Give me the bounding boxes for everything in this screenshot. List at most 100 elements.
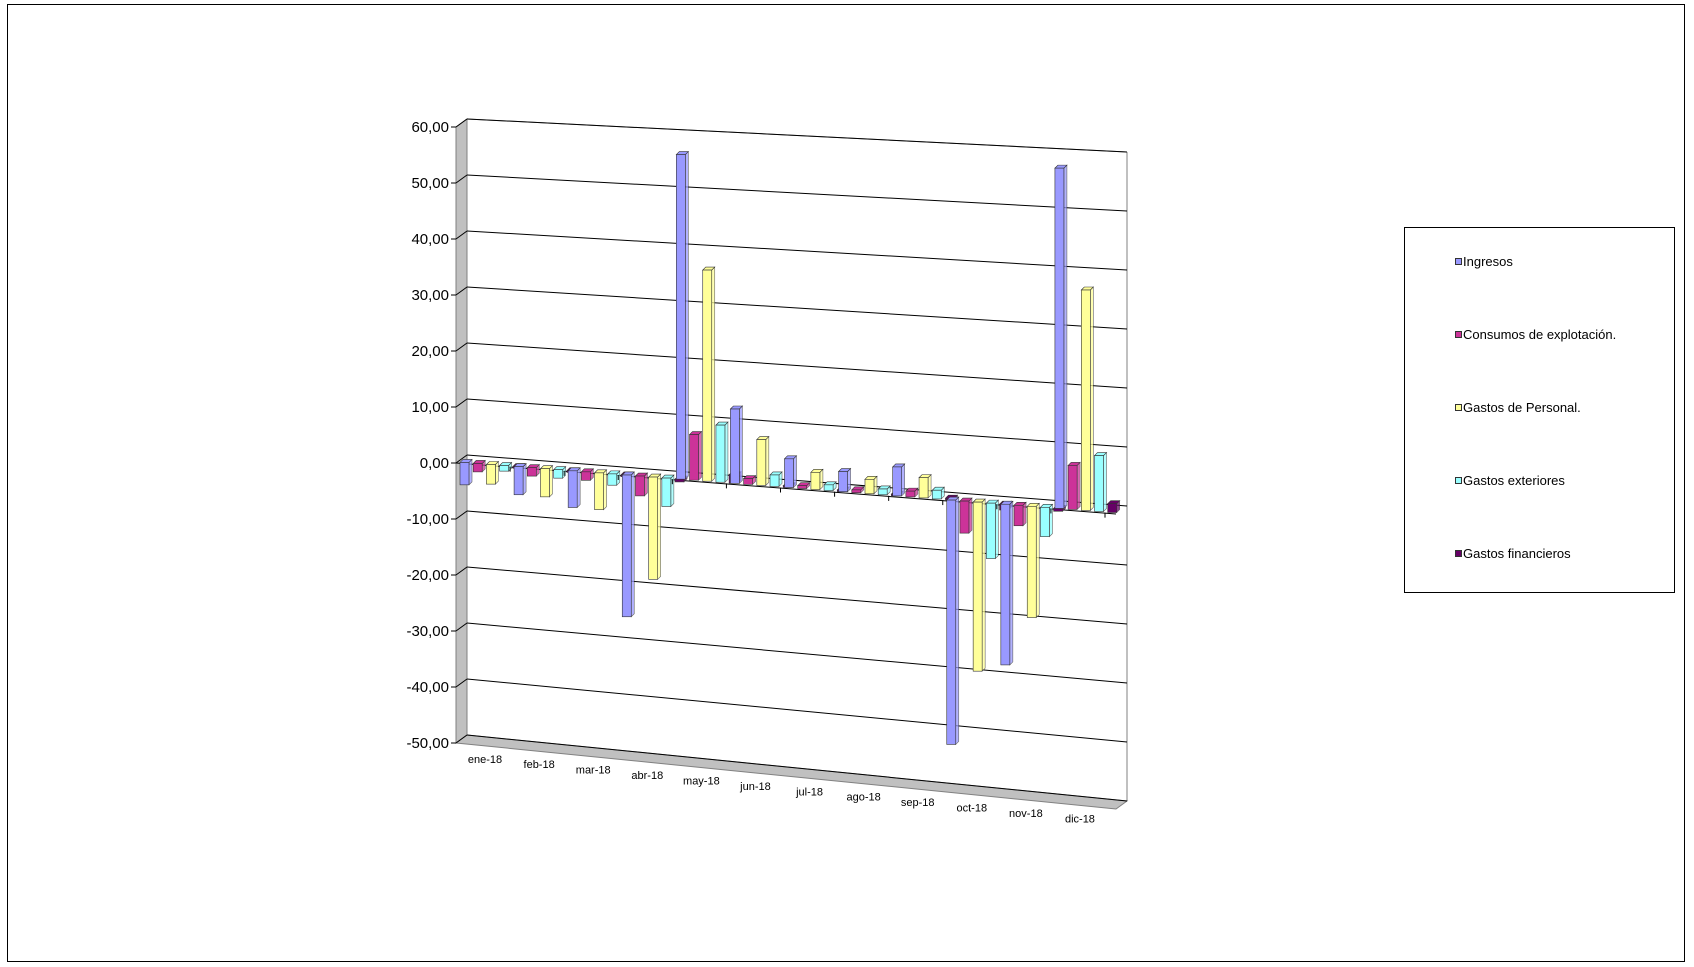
- bar-side: [522, 462, 527, 496]
- bar: [1094, 455, 1104, 512]
- chart-walls: [454, 118, 1129, 810]
- bar-side: [847, 467, 851, 493]
- gridline: [466, 398, 1128, 448]
- gridline: [466, 342, 1128, 389]
- chart-gridlines: [455, 118, 1128, 802]
- y-tick-label: 10,00: [411, 399, 449, 416]
- bar: [1067, 465, 1078, 510]
- y-tick-label: 0,00: [420, 455, 449, 472]
- legend-item: Consumos de explotación.: [1455, 326, 1616, 342]
- bar-side: [1009, 500, 1014, 666]
- legend-label: Gastos de Personal.: [1463, 399, 1581, 415]
- bar: [648, 476, 658, 580]
- bar-side: [819, 468, 824, 491]
- bar: [946, 499, 957, 745]
- bar-side: [1076, 461, 1081, 511]
- y-tick-label: 50,00: [411, 175, 449, 192]
- y-tick-label: -50,00: [406, 735, 449, 752]
- bar: [1054, 167, 1065, 509]
- bar-side: [724, 421, 729, 483]
- bar: [715, 424, 726, 483]
- bar: [972, 501, 983, 672]
- bar: [567, 470, 578, 508]
- gridline-wall: [455, 622, 468, 632]
- gridline: [466, 510, 1128, 566]
- bar: [594, 472, 604, 510]
- bar: [769, 474, 780, 487]
- bar-side: [1090, 286, 1094, 512]
- legend-swatch: [1455, 549, 1462, 557]
- chart-plot: 60,00 50,00 40,00 30,00 20,00 10,00 0,00 -10,00…: [406, 118, 1129, 825]
- bar: [810, 472, 821, 490]
- gridline: [466, 174, 1128, 212]
- bar: [486, 464, 496, 485]
- legend-label: Ingresos: [1463, 253, 1513, 269]
- bar-side: [1022, 501, 1027, 527]
- x-tick-label: abr-18: [631, 770, 663, 782]
- y-tick-label: -20,00: [406, 567, 449, 584]
- x-tick-label: mar-18: [576, 765, 611, 777]
- legend-swatch: [1455, 257, 1462, 265]
- bar-side: [468, 458, 473, 486]
- floor: [454, 734, 1129, 810]
- gridline: [466, 230, 1128, 271]
- y-tick-label: 60,00: [411, 119, 449, 136]
- bar: [674, 478, 685, 483]
- bar-side: [657, 473, 661, 581]
- bar: [1000, 503, 1011, 666]
- bar-side: [549, 464, 553, 498]
- bar: [905, 490, 916, 498]
- bar-side: [1103, 451, 1107, 513]
- legend-item: Ingresos: [1455, 253, 1513, 269]
- legend-swatch: [1455, 476, 1462, 484]
- bar: [1081, 289, 1091, 511]
- gridline: [466, 286, 1128, 330]
- bar: [838, 471, 848, 493]
- gridline-wall: [455, 398, 468, 408]
- legend-swatch: [1455, 403, 1462, 411]
- gridline-wall: [455, 342, 468, 352]
- bar: [459, 462, 470, 486]
- bar: [526, 467, 537, 477]
- bar-side: [793, 455, 797, 489]
- bar: [959, 500, 970, 534]
- bar: [892, 466, 902, 497]
- x-tick-label: nov-18: [1009, 808, 1043, 820]
- bar: [540, 468, 550, 498]
- x-tick-label: oct-18: [957, 802, 988, 814]
- bar: [676, 154, 686, 480]
- chart-legend: Ingresos Consumos de explotación. Gastos d…: [1404, 227, 1675, 593]
- bar-side: [644, 472, 648, 497]
- bar-side: [1035, 502, 1040, 619]
- y-tick-label: -40,00: [406, 679, 449, 696]
- bar: [1053, 508, 1063, 512]
- bar-side: [927, 473, 932, 499]
- chart-bars: [459, 150, 1121, 746]
- gridline-wall: [455, 230, 468, 240]
- y-tick-label: 40,00: [411, 231, 449, 248]
- bar: [661, 477, 672, 507]
- bar: [635, 475, 645, 497]
- x-tick-label: may-18: [683, 775, 720, 787]
- bar: [607, 473, 618, 486]
- gridline-wall: [455, 174, 468, 184]
- bar: [513, 466, 524, 496]
- bar-side: [630, 471, 635, 618]
- y-tick-label: -30,00: [406, 623, 449, 640]
- bar: [756, 439, 767, 486]
- bar-side: [981, 498, 986, 672]
- x-tick-label: sep-18: [901, 797, 935, 809]
- legend-swatch: [1455, 330, 1462, 338]
- gridline-wall: [455, 286, 468, 296]
- bar-side: [955, 496, 960, 746]
- bar: [864, 479, 875, 495]
- y-tick-label: 20,00: [411, 343, 449, 360]
- bar: [702, 269, 713, 482]
- x-tick-label: jun-18: [739, 781, 771, 793]
- y-axis-ticks: 60,00 50,00 40,00 30,00 20,00 10,00 0,00 -10,00…: [406, 119, 456, 752]
- side-wall: [455, 118, 468, 744]
- gridline-wall: [455, 118, 468, 128]
- bar: [1040, 507, 1050, 537]
- bar: [743, 478, 753, 485]
- bar: [986, 502, 996, 559]
